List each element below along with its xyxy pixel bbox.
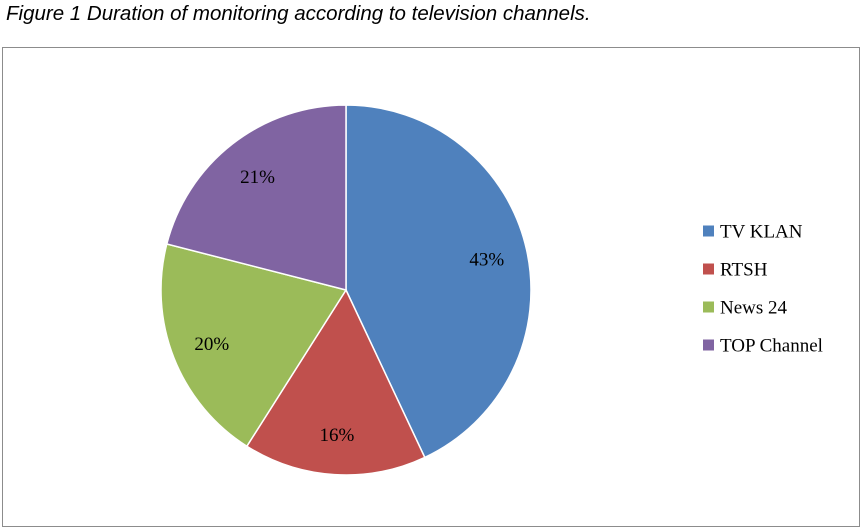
legend: TV KLAN RTSH News 24 TOP Channel	[703, 222, 823, 357]
data-label-news-24: 20%	[194, 334, 229, 355]
legend-label-tv-klan: TV KLAN	[720, 222, 803, 243]
figure-caption: Figure 1 Duration of monitoring accordin…	[6, 2, 591, 25]
pie-slice-tv-klan	[345, 104, 532, 459]
legend-swatch-news-24	[703, 301, 714, 313]
pie-slice-rtsh	[245, 288, 426, 476]
pie-slice-news-24	[160, 243, 348, 448]
legend-label-news-24: News 24	[720, 298, 788, 319]
data-label-tv-klan: 43%	[469, 250, 504, 271]
data-labels: 43% 16% 20% 21%	[194, 167, 504, 446]
data-label-rtsh: 16%	[320, 425, 355, 446]
legend-swatch-rtsh	[703, 263, 714, 275]
legend-label-top-channel: TOP Channel	[720, 336, 823, 357]
legend-swatch-tv-klan	[703, 225, 714, 237]
pie-slice-top-channel	[165, 104, 347, 291]
pie-slices	[160, 104, 532, 476]
legend-label-rtsh: RTSH	[720, 260, 768, 281]
data-label-top-channel: 21%	[240, 167, 275, 188]
legend-swatch-top-channel	[703, 339, 714, 351]
